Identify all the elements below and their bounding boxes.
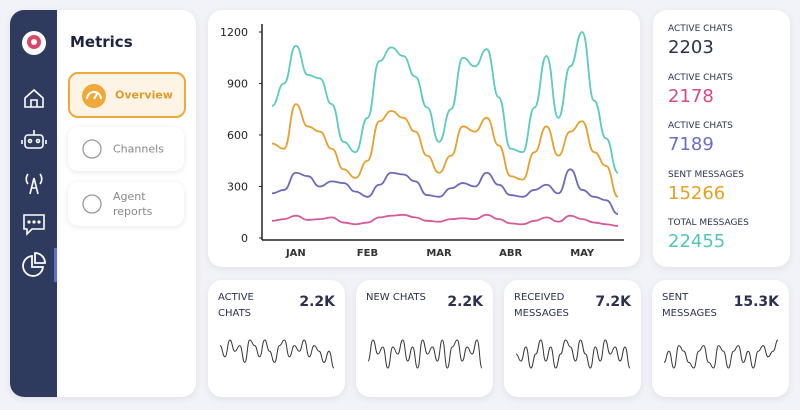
stat-value: 22455	[668, 231, 726, 252]
stat-value: 2178	[668, 85, 714, 107]
metric-card: SENT MESSAGES 15.3K	[652, 280, 789, 397]
sparkline-chart	[219, 339, 335, 369]
sidebar: Metrics Overview Channels Agent reports	[10, 10, 196, 397]
stat-value: 2203	[668, 37, 714, 58]
pie-icon[interactable]	[22, 252, 46, 277]
menu-item[interactable]: Overview	[68, 72, 186, 118]
menu-icon	[82, 139, 102, 159]
y-tick-label: 1200	[220, 26, 248, 39]
antenna-icon[interactable]	[25, 173, 43, 195]
stats-card: ACTIVE CHATS 2203 ACTIVE CHATS 2178 ACTIVE C…	[653, 10, 790, 267]
card-value: 2.2K	[447, 294, 483, 310]
y-tick-label: 300	[227, 181, 248, 194]
x-tick-label: JAN	[285, 248, 306, 259]
stat-label: ACTIVE CHATS	[668, 72, 733, 83]
y-tick-label: 600	[227, 129, 248, 142]
logo	[22, 31, 46, 55]
icon-shape	[86, 91, 102, 100]
sparkline	[367, 339, 483, 369]
active-indicator	[54, 248, 57, 282]
x-tick-label: MAY	[570, 248, 595, 259]
menu-label: Agent reports	[113, 190, 153, 218]
menu-label: Channels	[113, 142, 164, 156]
y-tick-label: 900	[227, 78, 248, 91]
metric-card: RECEIVED MESSAGES 7.2K	[504, 280, 641, 397]
card-label: ACTIVE CHATS	[218, 292, 254, 319]
chart-card: 0 300 600 900 1200 JAN FEB MAR ABR MAY	[208, 10, 640, 267]
metric-card: ACTIVE CHATS 2.2K	[208, 280, 345, 397]
sparkline	[515, 339, 631, 369]
line-series	[271, 213, 619, 227]
menu-item[interactable]: Agent reports	[68, 182, 184, 226]
menu-item[interactable]: Channels	[68, 127, 184, 171]
icon-shape	[82, 139, 102, 159]
x-tick-label: ABR	[499, 248, 522, 259]
sparkline-chart	[367, 339, 483, 369]
stat-label: ACTIVE CHATS	[668, 24, 733, 34]
card-value: 2.2K	[299, 294, 335, 310]
stat-label: TOTAL MESSAGES	[668, 218, 749, 228]
stat-label: SENT MESSAGES	[668, 169, 744, 180]
card-value: 15.3K	[733, 294, 779, 310]
bot-icon[interactable]	[21, 130, 47, 149]
line-series	[271, 168, 619, 215]
home-icon[interactable]	[24, 88, 44, 108]
x-tick-label: MAR	[426, 248, 452, 259]
card-label: SENT MESSAGES	[662, 292, 717, 319]
sparkline-chart	[515, 339, 631, 369]
y-tick-label: 0	[241, 232, 248, 245]
chat-icon[interactable]	[23, 214, 45, 236]
metric-card: NEW CHATS 2.2K	[356, 280, 493, 397]
line-series	[271, 103, 619, 198]
card-value: 7.2K	[595, 294, 631, 310]
chart: 0 300 600 900 1200 JAN FEB MAR ABR MAY	[220, 24, 624, 259]
rail-bg	[10, 10, 57, 397]
stat-value: 7189	[668, 134, 714, 155]
icon-shape	[82, 84, 106, 108]
line-series	[271, 31, 619, 174]
card-label: RECEIVED MESSAGES	[514, 292, 569, 319]
menu-label: Overview	[115, 88, 173, 102]
stat-value: 15266	[668, 182, 726, 204]
stat-label: ACTIVE CHATS	[668, 121, 733, 131]
icon-rail	[10, 10, 57, 397]
x-tick-label: FEB	[357, 248, 378, 259]
card-label: NEW CHATS	[366, 292, 426, 303]
menu-icon	[82, 84, 106, 108]
menu-icon	[82, 194, 102, 214]
icon-shape	[82, 194, 102, 214]
sparkline	[219, 339, 335, 369]
sparkline-chart	[663, 339, 779, 369]
sidebar-title: Metrics	[70, 33, 133, 51]
sparkline	[663, 339, 779, 369]
